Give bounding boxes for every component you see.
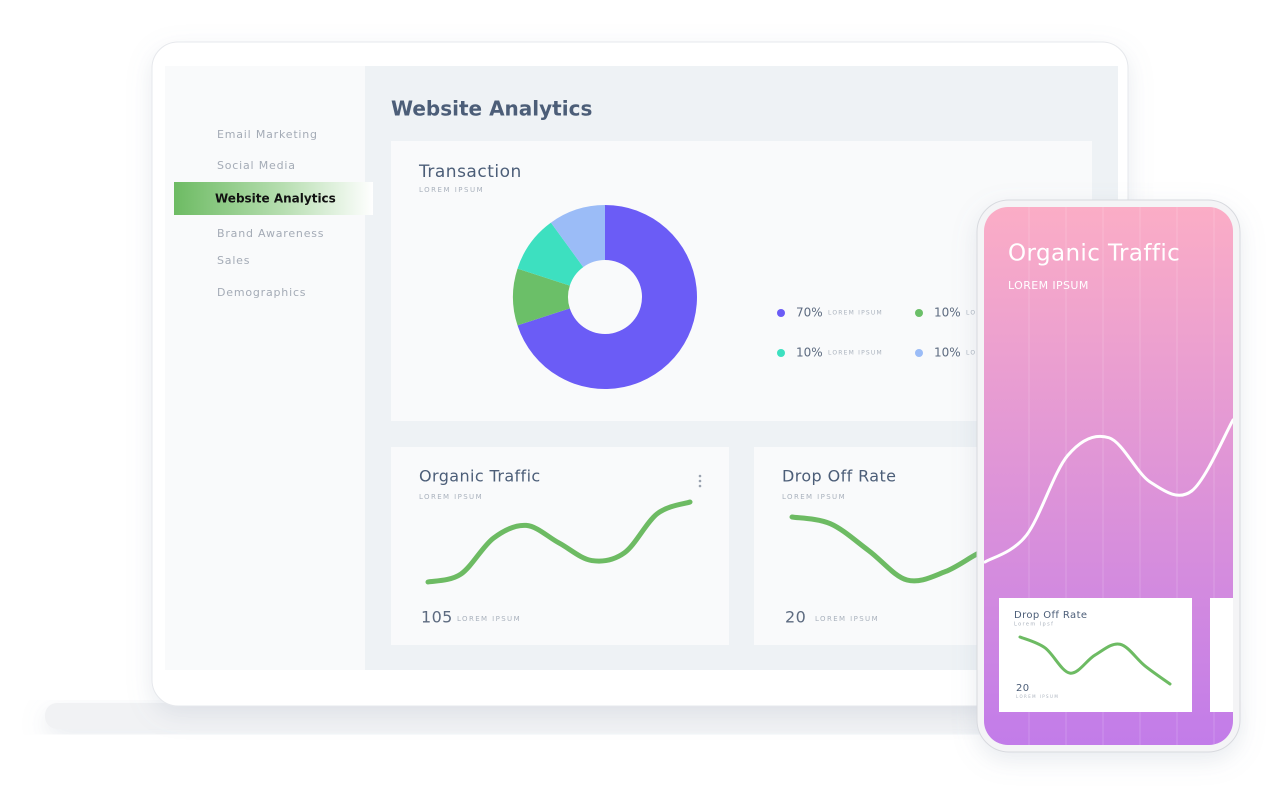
card-subtitle: Lorem Ipsf xyxy=(1014,622,1054,628)
card xyxy=(391,141,1092,421)
active-item xyxy=(174,182,373,215)
card-title: Organic Traffic xyxy=(1008,241,1180,267)
total-value: 20 xyxy=(1016,683,1030,694)
nav-item[interactable]: Website Analytics xyxy=(215,192,336,206)
card-title: Transaction xyxy=(418,162,522,182)
nav-item[interactable]: Sales xyxy=(217,254,250,267)
nav-item[interactable]: Demographics xyxy=(217,286,306,299)
trend-line xyxy=(984,418,1233,564)
legend-dot xyxy=(915,349,923,357)
sidebar xyxy=(165,66,365,670)
nav-item[interactable]: Brand Awareness xyxy=(217,227,324,240)
donut-segment xyxy=(512,268,570,326)
legend-value: 10% xyxy=(934,346,961,360)
laptop-base xyxy=(45,703,1225,729)
nav-item[interactable]: Social Media xyxy=(217,159,296,172)
nav-item[interactable]: Email Marketing xyxy=(217,128,318,141)
card-title: Drop Off Rate xyxy=(1014,610,1087,621)
total-label: LOREM IPSUM xyxy=(815,615,879,623)
trend-line xyxy=(1018,635,1172,686)
legend-value: 10% xyxy=(934,306,961,320)
legend-dot xyxy=(777,309,785,317)
legend-label: LOREM IPSUM xyxy=(828,310,883,317)
card-subtitle: LOREM IPSUM xyxy=(1008,279,1089,292)
donut-segment xyxy=(517,205,697,390)
trend-line xyxy=(425,499,693,585)
card-subtitle: LOREM IPSUM xyxy=(419,493,483,501)
phone-card xyxy=(1210,598,1233,712)
donut-segment xyxy=(550,204,605,268)
menu-dots[interactable] xyxy=(698,474,702,488)
total-value: 20 xyxy=(785,608,806,627)
card-title: Organic Traffic xyxy=(419,467,541,486)
legend-label: LOREM IPSUM xyxy=(828,350,883,357)
legend-dot xyxy=(777,349,785,357)
page-title: Website Analytics xyxy=(391,97,592,121)
total-label: LOREM IPSUM xyxy=(457,615,521,623)
total-label: LOREM IPSUM xyxy=(1016,694,1059,699)
total-value: 105 xyxy=(421,608,453,627)
legend-dot xyxy=(915,309,923,317)
card-title: Drop Off Rate xyxy=(782,467,896,486)
donut-segment xyxy=(517,222,584,286)
card-subtitle: LOREM IPSUM xyxy=(782,493,846,501)
legend-value: 70% xyxy=(796,306,823,320)
legend-value: 10% xyxy=(796,346,823,360)
card-subtitle: LOREM IPSUM xyxy=(419,186,484,194)
